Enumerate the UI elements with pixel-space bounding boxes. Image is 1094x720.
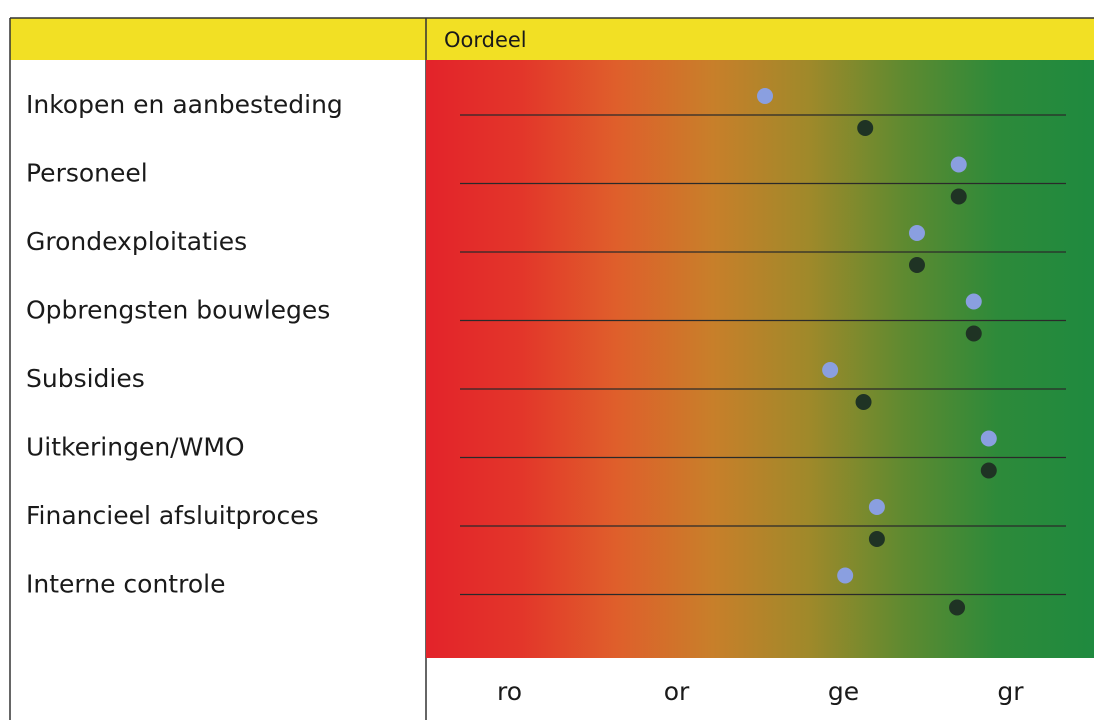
category-label: Uitkeringen/WMO bbox=[26, 433, 245, 462]
light-point bbox=[980, 430, 997, 447]
dark-point bbox=[855, 394, 872, 410]
category-label: Financieel afsluitproces bbox=[26, 501, 319, 530]
header-title: Oordeel bbox=[444, 28, 527, 52]
header-band bbox=[10, 18, 1094, 60]
category-label: Interne controle bbox=[26, 570, 225, 599]
data-points bbox=[757, 88, 997, 616]
category-label: Subsidies bbox=[26, 364, 145, 393]
x-tick-label: ro bbox=[497, 677, 522, 706]
dark-point bbox=[868, 531, 885, 547]
dark-point bbox=[857, 120, 874, 136]
dark-point bbox=[949, 599, 966, 616]
light-point bbox=[868, 499, 885, 515]
x-axis-ticks: ro or ge gr bbox=[497, 677, 1024, 706]
category-label: Personeel bbox=[26, 159, 148, 188]
light-point bbox=[757, 88, 774, 104]
category-label: Inkopen en aanbesteding bbox=[26, 90, 343, 119]
x-tick-label: ge bbox=[828, 677, 859, 706]
dark-point bbox=[980, 462, 997, 479]
light-point bbox=[837, 567, 854, 584]
category-gridlines bbox=[460, 114, 1066, 596]
light-point bbox=[950, 156, 967, 173]
light-point bbox=[908, 225, 925, 241]
plot-background bbox=[426, 60, 1094, 658]
x-tick-label: or bbox=[664, 677, 690, 706]
category-labels: Inkopen en aanbesteding Personeel Grondexp… bbox=[26, 90, 343, 599]
category-label: Opbrengsten bouwleges bbox=[26, 296, 330, 325]
dark-point bbox=[965, 325, 982, 342]
dark-point bbox=[908, 257, 925, 273]
dark-point bbox=[950, 188, 967, 205]
x-tick-label: gr bbox=[997, 677, 1024, 706]
category-label: Grondexploitaties bbox=[26, 227, 247, 256]
light-point bbox=[822, 362, 839, 378]
light-point bbox=[965, 293, 982, 310]
